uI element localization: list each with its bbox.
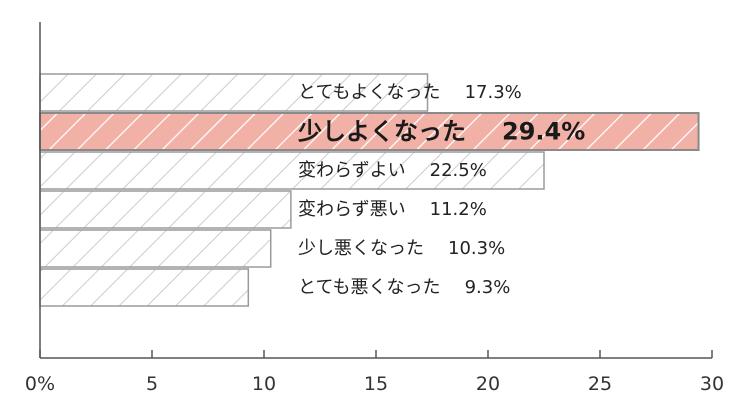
bar-value-label: 9.3% <box>465 277 511 298</box>
x-tick-label: 10 <box>252 373 276 395</box>
bar-6 <box>39 268 250 307</box>
bar-4 <box>39 190 292 229</box>
bar-value-label: 22.5% <box>430 160 487 181</box>
bar-category-label: 変わらず悪い <box>298 199 406 220</box>
x-tick-label: 5 <box>146 373 158 395</box>
x-tick-label: 15 <box>364 373 388 395</box>
bar-category-label: 少し悪くなった <box>298 238 424 259</box>
x-tick-label: 30 <box>700 373 724 395</box>
axes-group: 0% 5 10 15 20 25 30 <box>25 22 724 395</box>
bar-category-label: 少しよくなった <box>297 118 466 146</box>
x-tick-label: 25 <box>588 373 612 395</box>
bar-category-label: とてもよくなった <box>298 82 441 103</box>
bar-1 <box>39 73 429 112</box>
bar-2 <box>39 112 700 151</box>
bar-value-label: 29.4% <box>502 118 585 146</box>
bar-5 <box>39 229 272 268</box>
bar-labels-group: とてもよくなった 17.3% 少しよくなった 29.4% 変わらずよい 22.5% 変わらず… <box>297 82 585 298</box>
bar-category-label: 変わらずよい <box>298 160 406 181</box>
bar-value-label: 11.2% <box>430 199 487 220</box>
bar-3 <box>39 151 545 190</box>
bars-group <box>39 73 700 307</box>
bar-value-label: 17.3% <box>465 82 522 103</box>
bar-value-label: 10.3% <box>448 238 505 259</box>
x-tick-label: 0% <box>25 373 55 395</box>
x-tick-label: 20 <box>476 373 500 395</box>
bar-category-label: とても悪くなった <box>298 277 441 298</box>
